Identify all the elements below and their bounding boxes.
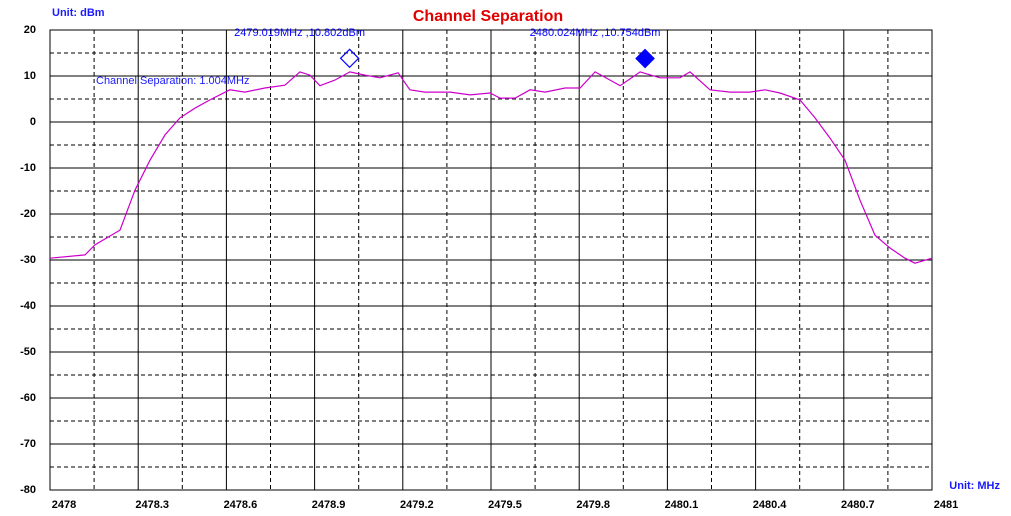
y-tick-label: 0: [30, 116, 36, 128]
y-unit: Unit: dBm: [52, 7, 105, 19]
x-tick-label: 2480.7: [841, 499, 875, 511]
x-unit: Unit: MHz: [949, 480, 1000, 492]
trace: [49, 71, 933, 264]
marker-label: 2479.019MHz ,10.802dBm: [234, 27, 365, 39]
y-tick-label: -20: [20, 208, 36, 220]
y-tick-label: 20: [24, 24, 36, 36]
x-tick-label: 2480.1: [665, 499, 699, 511]
plot-frame: [49, 29, 933, 491]
marker: [635, 48, 655, 69]
y-tick-label: -10: [20, 162, 36, 174]
x-tick-label: 2478.9: [312, 499, 346, 511]
y-tick-label: -70: [20, 438, 36, 450]
x-tick-label: 2478: [52, 499, 76, 511]
y-tick-label: -50: [20, 346, 36, 358]
x-tick-label: 2478.3: [135, 499, 169, 511]
x-tick-label: 2479.2: [400, 499, 434, 511]
x-tick-label: 2481: [934, 499, 958, 511]
y-tick-label: -80: [20, 484, 36, 496]
annotation: Channel Separation: 1.004MHz: [96, 75, 249, 87]
x-tick-label: 2480.4: [753, 499, 788, 511]
x-tick-label: 2479.5: [488, 499, 522, 511]
y-tick-label: 10: [24, 70, 36, 82]
y-tick-label: -60: [20, 392, 36, 404]
chart-title: Channel Separation: [413, 8, 563, 25]
y-tick-label: -40: [20, 300, 36, 312]
x-tick-label: 2478.6: [224, 499, 258, 511]
x-tick-label: 2479.8: [576, 499, 610, 511]
marker: [339, 48, 360, 69]
marker-label: 2480.024MHz ,10.754dBm: [530, 27, 661, 39]
y-tick-label: -30: [20, 254, 36, 266]
